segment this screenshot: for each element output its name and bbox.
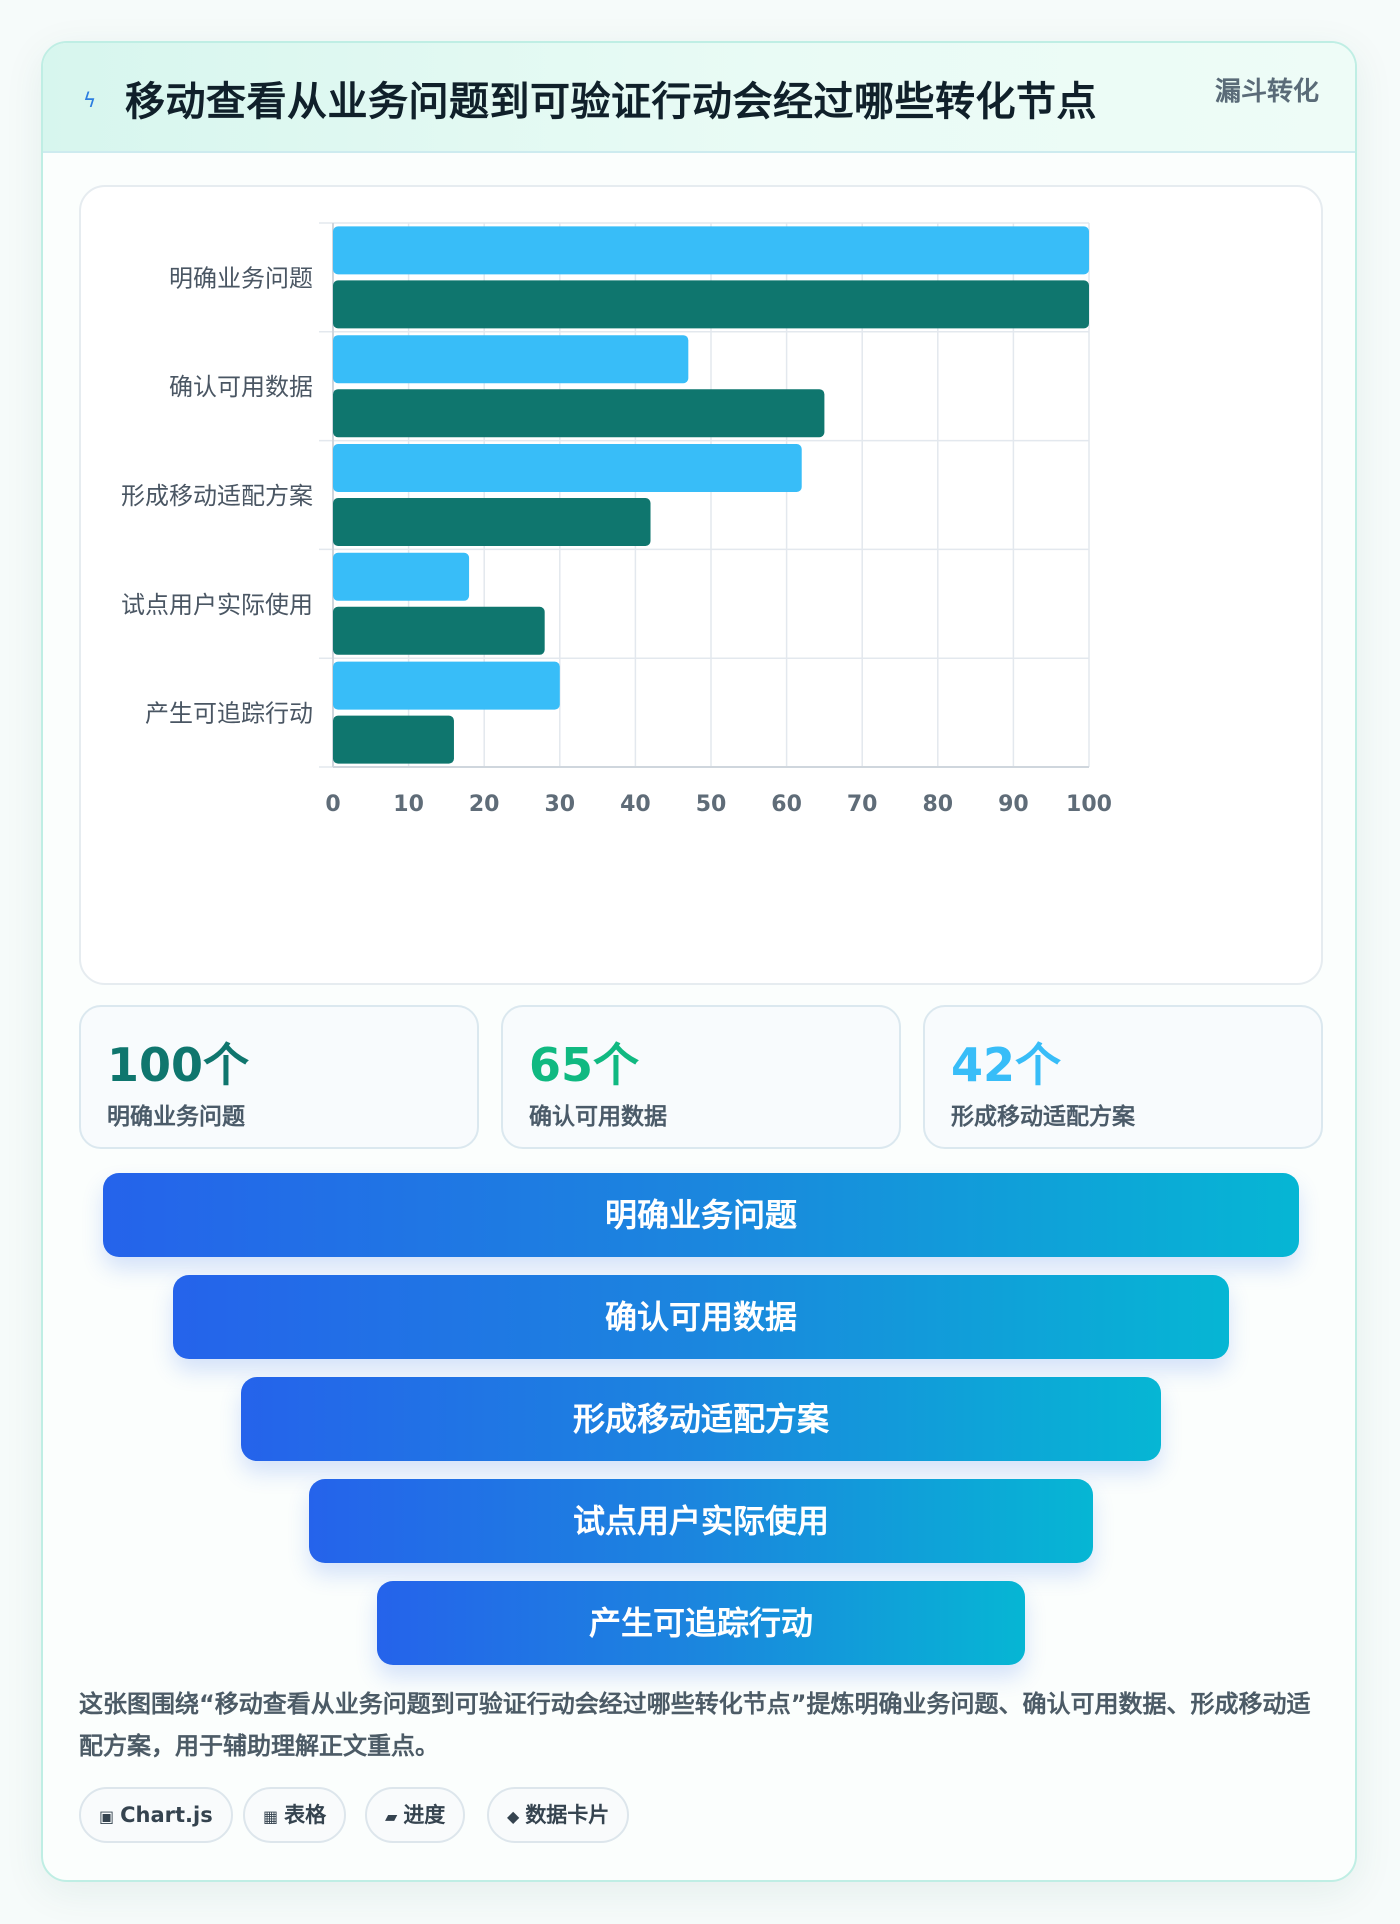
funnel-step: 确认可用数据 [173,1275,1229,1359]
tech-chips: ▣ Chart.js ▦ 表格 ▰ 进度 ◆ 数据卡片 [79,1787,1279,1843]
x-tick-label: 30 [544,792,575,817]
x-tick-label: 20 [469,792,500,817]
y-tick-label: 产生可追踪行动 [145,700,313,728]
stat-value: 100个 [107,1038,250,1092]
x-tick-label: 60 [771,792,802,817]
stat-card: 100个 明确业务问题 [79,1005,479,1149]
bar [333,498,651,546]
stat-card: 42个 形成移动适配方案 [923,1005,1323,1149]
chip-label: 表格 [284,1803,327,1827]
main-card: ϟ 移动查看从业务问题到可验证行动会经过哪些转化节点 漏斗转化 明确业务问题 确认… [41,41,1357,1882]
bar [333,280,1089,329]
funnel-step: 形成移动适配方案 [241,1377,1161,1461]
stat-cards: 100个 明确业务问题 65个 确认可用数据 42个 形成移动适配方案 [79,1005,1323,1149]
funnel-step: 产生可追踪行动 [377,1581,1025,1665]
bar [333,715,454,764]
page-title: 移动查看从业务问题到可验证行动会经过哪些转化节点 [125,79,1097,125]
bar [333,444,802,492]
diamond-icon: ◆ [507,1807,520,1826]
stat-value: 42个 [951,1038,1062,1092]
chart-description: 这张图围绕“移动查看从业务问题到可验证行动会经过哪些转化节点”提炼明确业务问题、… [79,1690,1311,1760]
progress-icon: ▰ [385,1807,398,1826]
stat-label: 确认可用数据 [529,1104,667,1130]
y-tick-label: 明确业务问题 [169,264,313,292]
chart-icon: ▣ [99,1807,115,1826]
x-tick-label: 50 [696,792,727,817]
y-tick-label: 形成移动适配方案 [121,482,313,510]
x-tick-label: 40 [620,792,651,817]
x-tick-label: 0 [325,792,340,817]
chip-label: Chart.js [120,1803,213,1827]
bar [333,552,470,601]
y-tick-label: 试点用户实际使用 [121,591,313,619]
stat-label: 明确业务问题 [107,1104,245,1130]
chip-label: 进度 [403,1803,446,1827]
chip-progress[interactable]: ▰ 进度 [365,1787,466,1843]
chip-data-card[interactable]: ◆ 数据卡片 [487,1787,630,1843]
funnel-step: 明确业务问题 [103,1173,1299,1257]
x-tick-label: 90 [998,792,1029,817]
y-tick-label: 确认可用数据 [169,373,313,401]
category-tag: 漏斗转化 [1214,77,1319,107]
stat-label: 形成移动适配方案 [951,1104,1135,1130]
chip-chartjs[interactable]: ▣ Chart.js [79,1787,233,1843]
bar [333,226,1089,275]
stat-value: 65个 [529,1038,640,1092]
x-tick-label: 10 [393,792,424,817]
chip-label: 数据卡片 [525,1803,610,1827]
bar-chart-panel: 明确业务问题 确认可用数据形成移动适配方案 试点用户实际使用产生可追踪行动 0 10 20… [79,185,1323,985]
x-tick-label: 70 [847,792,878,817]
table-icon: ▦ [263,1807,279,1826]
stat-card: 65个 确认可用数据 [501,1005,901,1149]
card-header: ϟ 移动查看从业务问题到可验证行动会经过哪些转化节点 漏斗转化 [43,43,1355,153]
bar [333,661,560,710]
x-tick-label: 80 [922,792,953,817]
chip-table[interactable]: ▦ 表格 [243,1787,347,1843]
funnel: 明确业务问题 确认可用数据 形成移动适配方案 试点用户实际使用 产生可追踪行动 [43,1173,1355,1673]
x-tick-label: 100 [1066,792,1112,817]
bar [333,335,689,384]
funnel-step: 试点用户实际使用 [309,1479,1093,1563]
lightning-icon: ϟ [83,88,97,112]
bar [333,606,545,655]
bar [333,389,825,438]
